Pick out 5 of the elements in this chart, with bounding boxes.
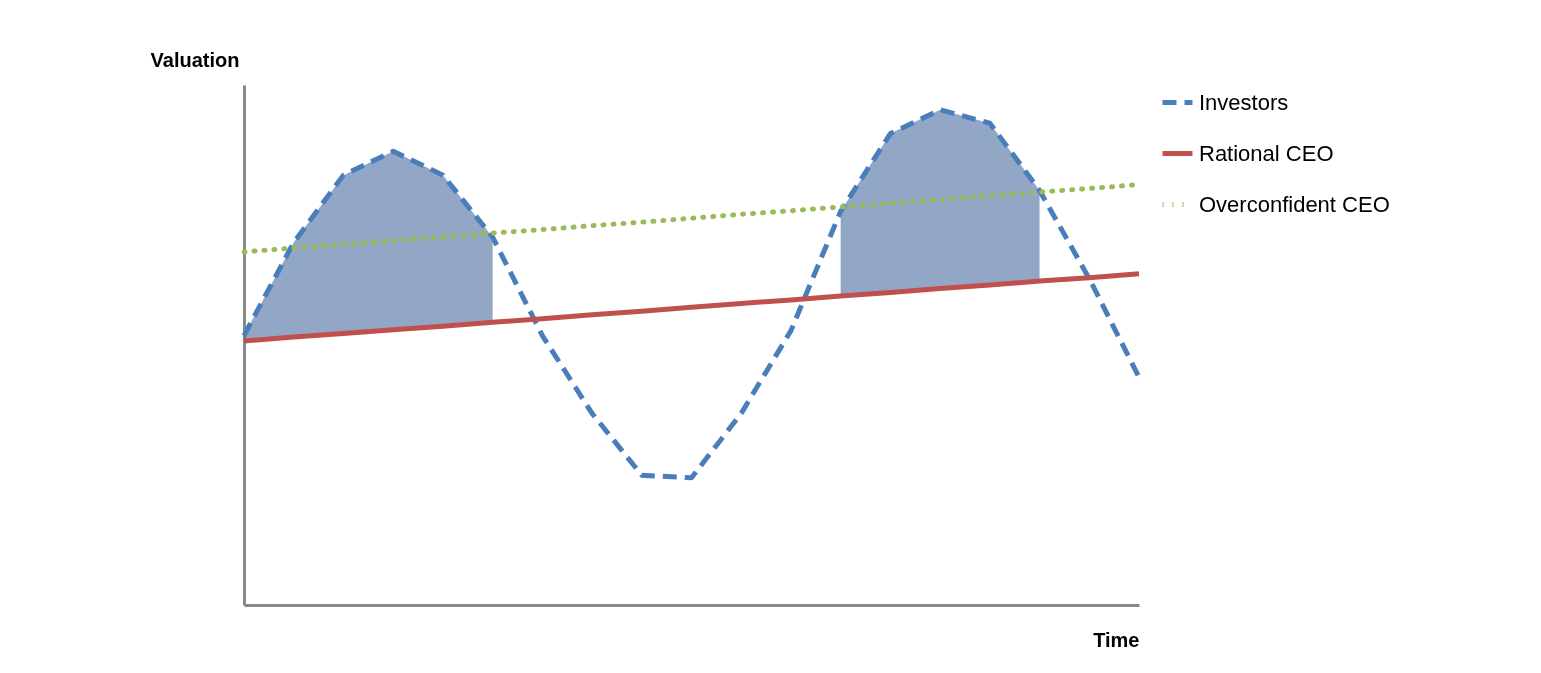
legend-label: Rational CEO bbox=[1199, 140, 1334, 166]
x-axis-title: Time bbox=[1093, 628, 1140, 651]
y-axis-title: Valuation bbox=[150, 48, 240, 71]
legend-label: Overconfident CEO bbox=[1199, 191, 1390, 217]
legend-label: Investors bbox=[1199, 89, 1289, 115]
